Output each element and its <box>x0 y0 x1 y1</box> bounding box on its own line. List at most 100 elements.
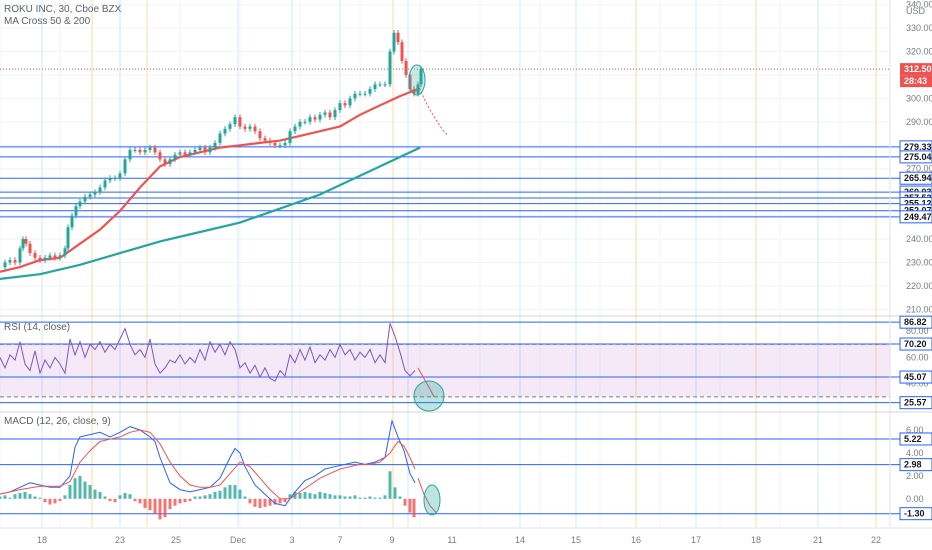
macd-hist-bar <box>28 494 32 499</box>
macd-hist-bar <box>328 494 332 499</box>
macd-hist-bar <box>343 496 347 499</box>
candle-body <box>113 178 117 180</box>
macd-hist-bar <box>393 487 397 499</box>
price-tick-label: 270.00 <box>906 164 932 174</box>
rsi-level-tag[interactable] <box>899 337 932 351</box>
macd-level-tag[interactable] <box>899 432 932 446</box>
macd-highlight-circle <box>423 484 441 516</box>
candle-body <box>133 149 137 151</box>
ma50-line <box>0 87 419 273</box>
price-tick-label: 330.00 <box>906 23 932 33</box>
macd-hist-bar <box>323 493 327 499</box>
macd-hist-bar <box>268 498 272 506</box>
date-axis[interactable]: 18 23 25 Dec 3 7 9 11 14 15 16 17 18 21 22 <box>0 527 932 545</box>
macd-hist-bar <box>53 498 57 504</box>
candle-body <box>198 147 202 150</box>
macd-hist-bar <box>88 485 92 499</box>
candle-body <box>63 248 67 256</box>
candle-body <box>228 124 232 129</box>
macd-legend: MACD (12, 26, close, 9) <box>4 416 111 427</box>
macd-hist-bar <box>338 495 342 499</box>
rsi-line <box>0 323 416 382</box>
candle-body <box>13 260 17 263</box>
candle-body <box>208 147 212 153</box>
signal-line <box>0 429 416 500</box>
date-label: 18 <box>37 535 47 545</box>
date-label: 25 <box>171 535 181 545</box>
price-pane[interactable]: ROKU INC, 30, Cboe BZX MA Cross 50 & 200 <box>0 4 932 280</box>
price-tick-label: 300.00 <box>906 93 932 103</box>
macd-level-tag[interactable] <box>899 507 932 521</box>
ma-cross-legend: MA Cross 50 & 200 <box>4 16 91 27</box>
candle-body <box>343 103 347 106</box>
candle-body <box>28 243 32 254</box>
macd-hist-bar <box>278 498 282 504</box>
price-tick-label: 320.00 <box>906 47 932 57</box>
candle-body <box>123 159 127 174</box>
candle-body <box>278 145 282 147</box>
macd-hist-bar <box>43 498 47 503</box>
price-levels <box>0 68 932 218</box>
date-label: 3 <box>289 535 294 545</box>
macd-hist-bar <box>103 496 107 499</box>
macd-hist-bar <box>38 497 42 499</box>
macd-hist-bar <box>158 498 162 520</box>
macd-hist-bar <box>98 491 102 499</box>
candle-body <box>173 154 177 160</box>
candle-body <box>8 260 12 263</box>
candle-body <box>408 74 412 90</box>
macd-hist-bar <box>58 498 62 502</box>
rsi-pane[interactable]: RSI (14, close) <box>0 321 932 412</box>
macd-hist-bar <box>178 498 182 504</box>
candle-body <box>108 178 112 181</box>
price-candles <box>3 29 423 270</box>
candle-body <box>318 114 322 120</box>
candle-body <box>183 152 187 155</box>
price-highlight-circle <box>408 64 426 96</box>
candle-body <box>348 98 352 106</box>
candle-body <box>400 42 404 61</box>
macd-hist-bar <box>218 490 222 499</box>
macd-hist-bar <box>68 485 72 499</box>
rsi-levels <box>0 321 932 404</box>
macd-hist-bar <box>243 496 247 499</box>
candle-body <box>98 187 102 193</box>
price-level-tag[interactable] <box>899 150 932 164</box>
rsi-level-tag[interactable] <box>899 396 932 410</box>
candle-body <box>21 239 25 249</box>
candle-body <box>163 159 167 165</box>
rsi-level-tag[interactable] <box>899 370 932 384</box>
macd-hist-bar <box>123 493 127 499</box>
macd-level-tag[interactable] <box>899 458 932 472</box>
price-axis[interactable]: USD 210.00220.00230.00240.00250.00260.00… <box>889 0 932 527</box>
candle-body <box>373 84 377 90</box>
candle-body <box>404 60 408 75</box>
macd-hist-bar <box>403 498 407 506</box>
macd-hist-bar <box>48 498 52 505</box>
macd-hist-bar <box>313 494 317 499</box>
price-level-tag[interactable] <box>899 210 932 224</box>
macd-hist-bar <box>408 498 412 513</box>
macd-hist-bar <box>358 497 362 499</box>
candle-body <box>66 227 70 249</box>
candle-body <box>323 112 327 115</box>
candle-body <box>58 255 62 258</box>
candle-body <box>378 84 382 86</box>
macd-hist-bar <box>263 498 267 507</box>
rsi-level-tag[interactable] <box>899 315 932 329</box>
candle-body <box>153 147 157 153</box>
candle-body <box>419 69 423 85</box>
macd-hist-bar <box>333 495 337 499</box>
price-tag-label: 28:43 <box>904 76 927 86</box>
price-level-tag-label: 275.04 <box>904 152 932 162</box>
price-level-tag[interactable] <box>899 171 932 185</box>
macd-pane[interactable]: MACD (12, 26, close, 9) <box>0 416 932 520</box>
macd-hist-bar <box>388 471 392 499</box>
candle-body <box>368 89 372 94</box>
date-label: 15 <box>571 535 581 545</box>
date-label: 18 <box>751 535 761 545</box>
macd-hist-bar <box>153 498 157 514</box>
candle-body <box>338 103 342 111</box>
macd-hist-bar <box>303 491 307 499</box>
